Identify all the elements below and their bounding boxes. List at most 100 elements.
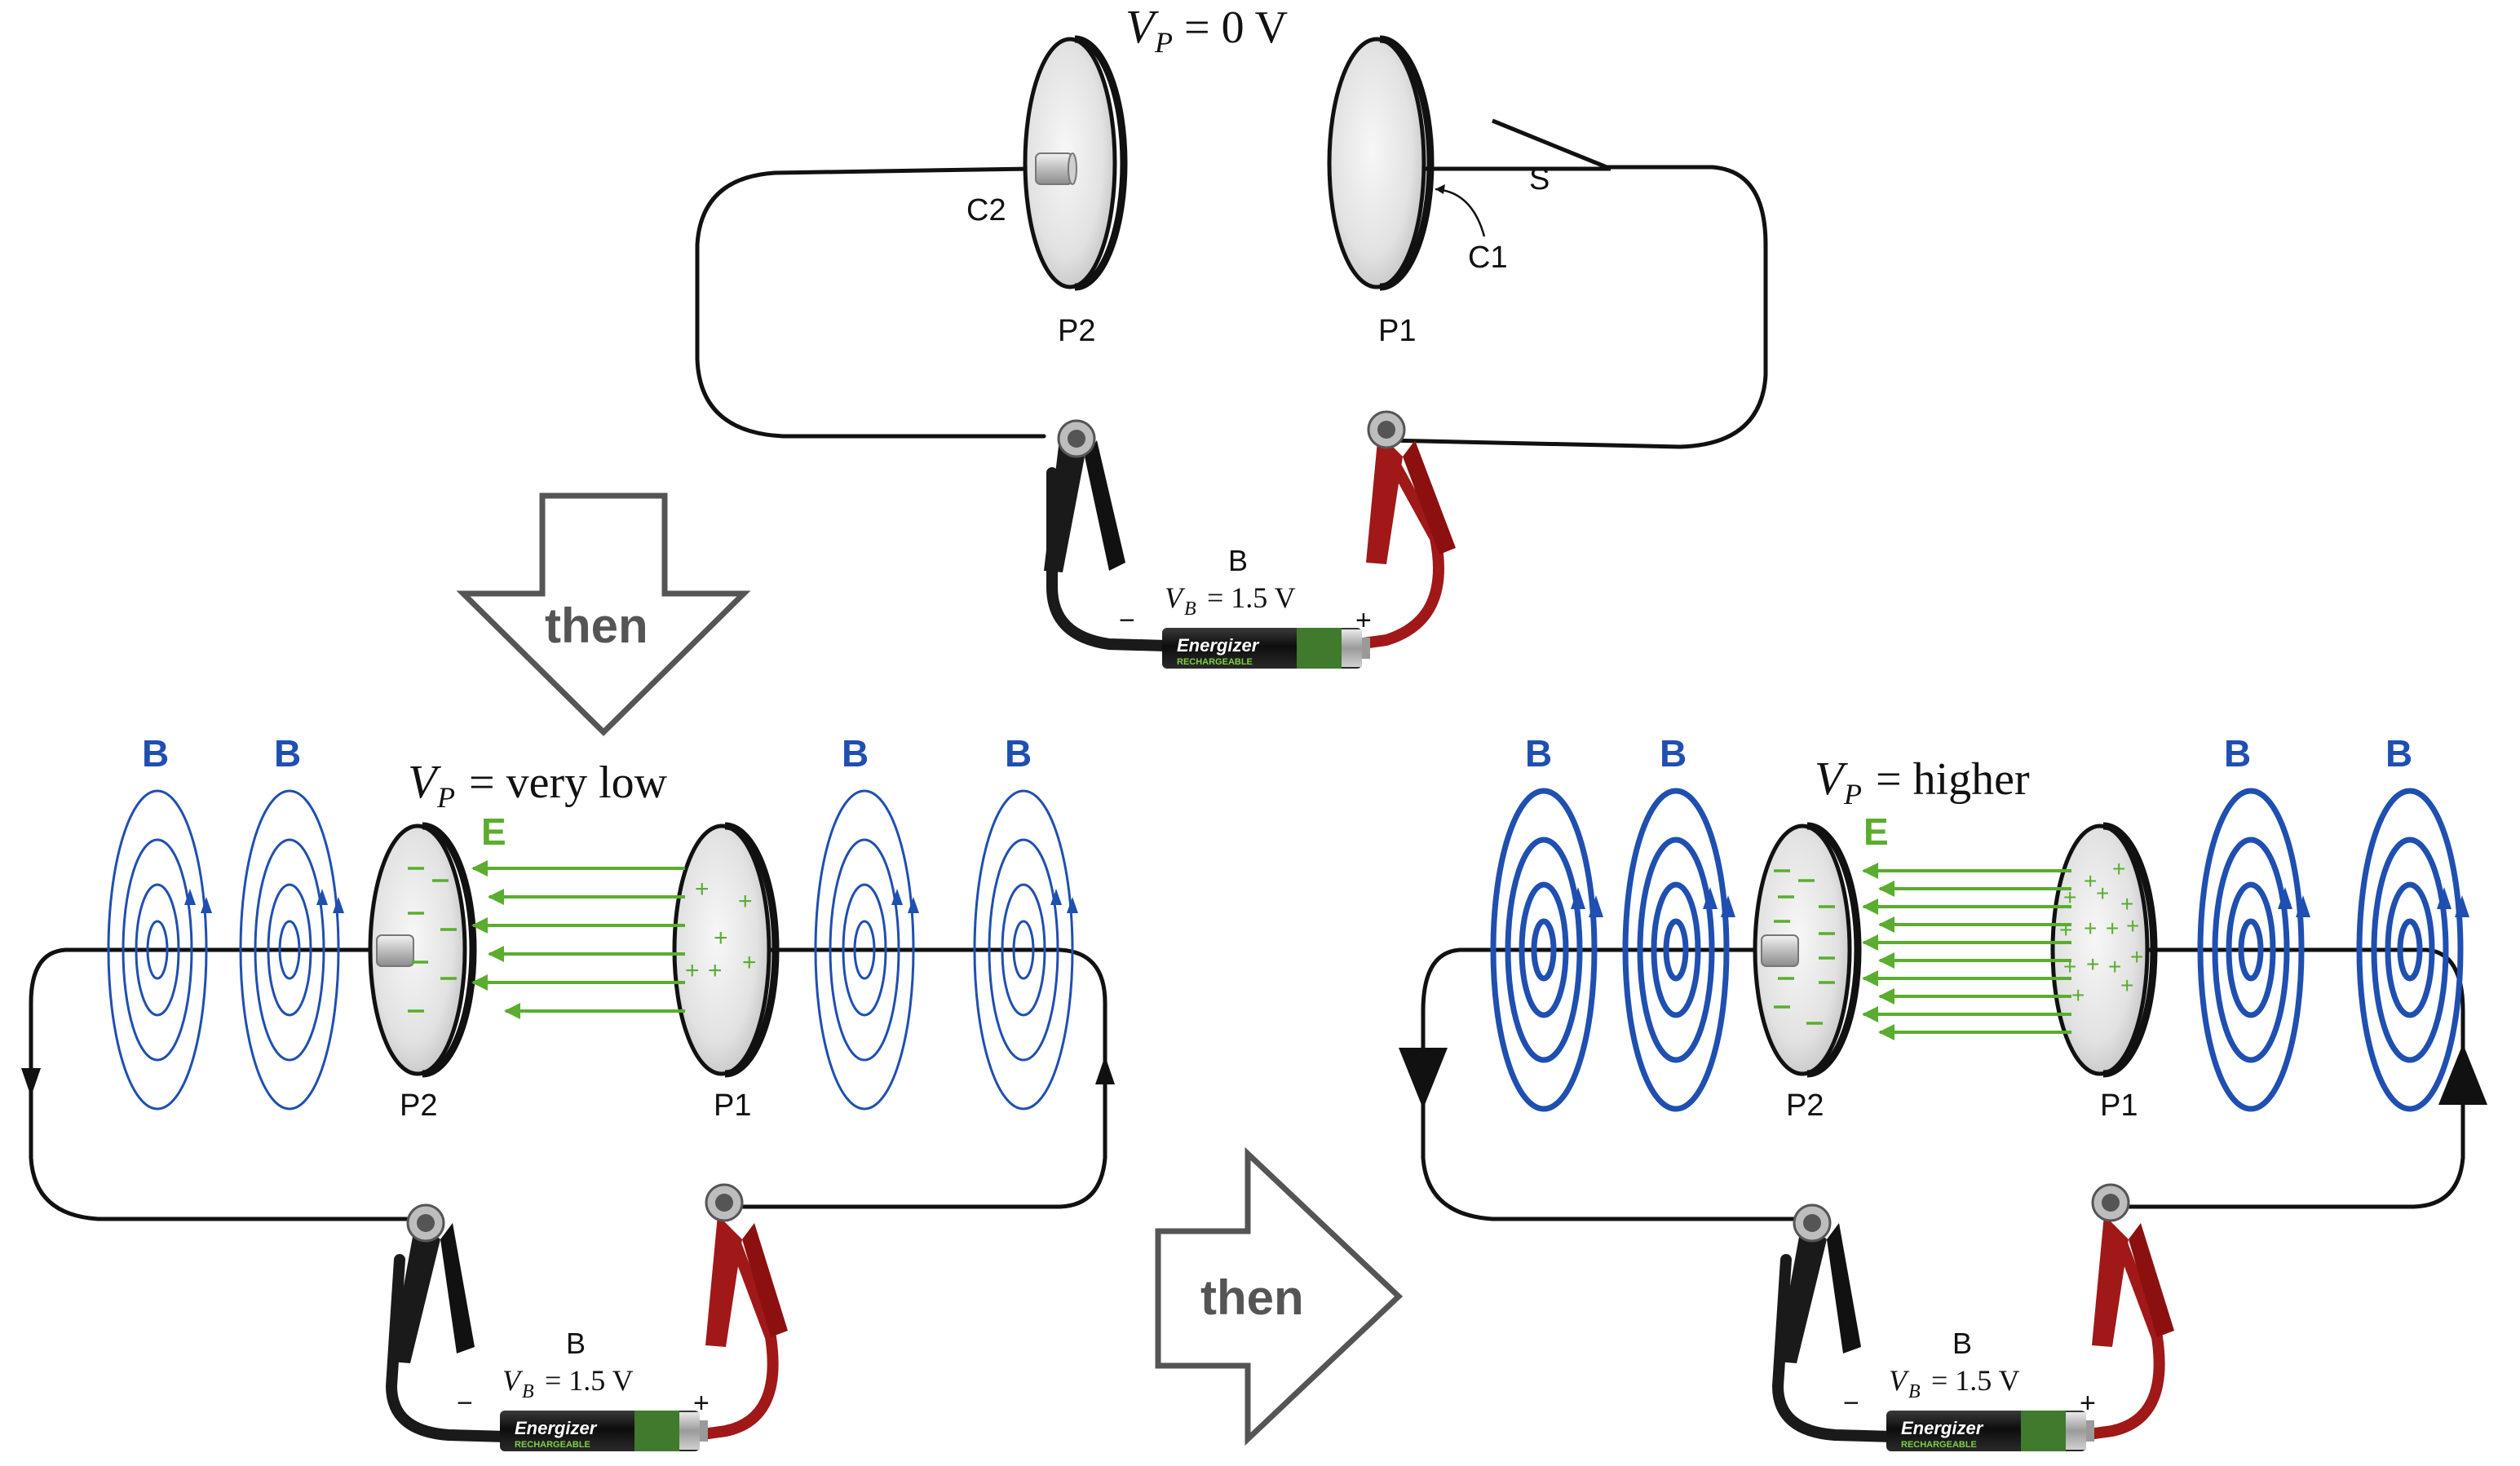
b-field-label: B [842,732,869,775]
battery-sub: RECHARGEABLE [515,1440,590,1450]
vb-value: = 1.5 V [1207,581,1296,614]
b-field-label: B [274,732,301,775]
plate-p1 [1327,35,1435,291]
left-battery-assembly: Energizer RECHARGEABLE B V B = 1.5 V − + [385,1183,788,1451]
svg-text:+: + [2112,856,2125,881]
black-lead [1046,467,1172,651]
top-battery-assembly: Energizer RECHARGEABLE B V B = 1.5 V − + [1044,410,1456,669]
b-field-ring-group [973,789,1074,1111]
svg-text:+: + [2106,916,2119,941]
right-circuit-wire [1421,947,1797,1221]
vb-symbol: V [502,1364,524,1397]
positive-charges: + + ++ + + [685,876,757,984]
b-field-rings [1490,788,2464,1112]
alligator-clip-icon [390,1203,475,1363]
b-field-ring-group [1622,788,1730,1112]
left-vp-value: = very low [469,757,668,808]
contact-c2-cylinder [1035,152,1077,185]
b-field-ring-group [239,789,340,1111]
svg-text:+: + [708,957,723,984]
left-vp-sub: P [436,781,455,814]
battery-label: B [1228,544,1248,577]
black-lead [1771,1254,1898,1442]
battery-label: B [1952,1327,1972,1360]
vb-value: = 1.5 V [1931,1364,2020,1397]
top-plate-p2-label: P2 [1058,314,1095,348]
e-field-label: E [481,810,506,853]
battery-brand: Energizer [1177,635,1260,656]
plate-p1 [2050,822,2158,1078]
vb-symbol: V [1165,581,1186,614]
e-field-label: E [1863,810,1889,853]
b-field-ring-group [2197,788,2305,1112]
right-vp-value: = higher [1876,754,2030,805]
b-field-arrowheads [184,889,1078,913]
red-lead [1340,451,1444,651]
svg-text:+: + [2084,916,2097,941]
right-arrow-label: then [1200,1270,1304,1325]
wire-direction-arrow-up [1095,1056,1115,1084]
b-field-ring-group [2356,788,2464,1112]
b-field-label: B [1525,732,1552,775]
battery-label: B [566,1327,586,1360]
minus-sign: − [1119,605,1135,636]
battery-brand: Energizer [515,1418,598,1438]
b-field-label: B [1660,732,1687,775]
down-arrow-label: then [545,598,648,653]
b-field-label: B [142,732,169,775]
b-field-arrowheads [1571,887,2469,917]
vb-sub: B [522,1381,534,1402]
right-panel: + ++ + + + + + + + + + + + + B B B B E V P = high… [1399,732,2487,1451]
vb-sub: B [1184,598,1196,620]
alligator-clip-icon [1366,410,1456,564]
svg-text:+: + [685,957,700,984]
plate-p2 [368,822,477,1078]
left-plate-p2-label: P2 [400,1088,437,1123]
e-field-arrows [471,860,685,1019]
wire-direction-arrow-down [21,1068,41,1097]
red-lead [679,1234,779,1442]
b-field-label: B [2385,732,2412,775]
plus-sign: + [2080,1388,2096,1419]
b-field-label: B [2224,732,2251,775]
svg-text:+: + [2096,881,2109,906]
alligator-clip-icon [1776,1203,1861,1363]
minus-sign: − [457,1388,473,1419]
vb-value: = 1.5 V [545,1364,634,1397]
top-circuit-wire [695,166,1046,439]
left-vp-symbol: V [408,755,442,808]
positive-charges: + ++ + + + + + + + + + + + + [2059,856,2143,1008]
svg-text:+: + [2126,913,2139,938]
switch-s-label: S [1529,162,1550,196]
left-circuit-wire [29,947,410,1221]
battery-brand: Energizer [1901,1418,1984,1438]
svg-text:+: + [2071,982,2085,1008]
svg-text:+: + [2130,944,2143,969]
vb-sub: B [1908,1381,1921,1402]
right-vp-symbol: V [1815,752,1849,805]
right-arrow: then [1155,1146,1404,1446]
left-circuit-wire-right [732,947,1107,1209]
svg-text:+: + [2120,973,2133,998]
alligator-clip-icon [2091,1183,2174,1347]
svg-text:+: + [2059,917,2072,943]
right-vp-sub: P [1843,778,1862,810]
left-panel: + + ++ + + B B B B E V P = very low P2 P1 [21,732,1115,1451]
minus-sign: − [1843,1388,1859,1419]
b-field-ring-group [1490,788,1598,1112]
plate-p1 [672,822,780,1078]
right-plate-p1-label: P1 [2100,1088,2138,1123]
vb-symbol: V [1889,1364,1910,1397]
c1-pointer [1435,188,1486,237]
top-vp-value: = 0 V [1184,2,1288,53]
alligator-clip-icon [1044,419,1125,572]
svg-text:+: + [738,888,753,915]
svg-text:+: + [2086,952,2099,977]
wire-direction-arrow-down [1399,1048,1448,1109]
svg-text:+: + [2063,954,2076,979]
top-plate-p1-label: P1 [1378,314,1416,348]
aa-battery-icon: Energizer RECHARGEABLE [1162,628,1370,669]
contact-c2-label: C2 [966,193,1006,227]
wire-direction-arrow-up [2438,1044,2487,1105]
